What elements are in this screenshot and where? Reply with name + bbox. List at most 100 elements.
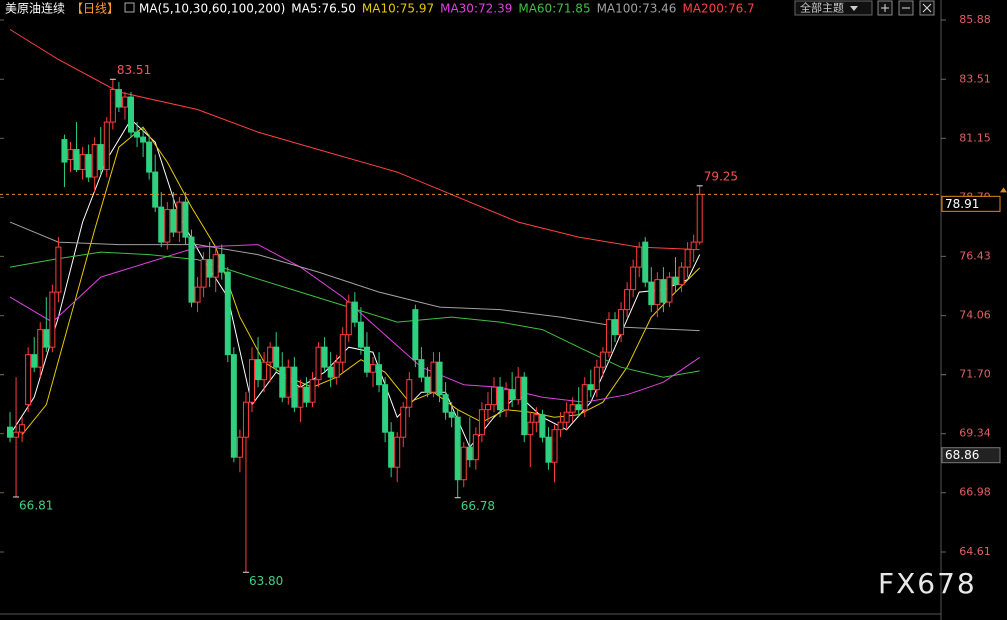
- indicator-label: MA(5,10,30,60,100,200): [139, 2, 285, 16]
- candle-body: [206, 259, 213, 278]
- candle-body: [660, 279, 667, 303]
- candle-body: [642, 241, 649, 283]
- candle-body: [599, 351, 606, 368]
- candle-body: [103, 121, 110, 171]
- candle-body: [236, 436, 243, 458]
- candle-body: [678, 266, 685, 286]
- candle-body: [581, 384, 588, 411]
- candle-body: [460, 446, 467, 481]
- candle-body: [55, 246, 62, 293]
- candle-body: [61, 139, 68, 163]
- candle-body: [182, 201, 189, 238]
- candle-body: [309, 379, 316, 403]
- candle-body: [593, 366, 600, 391]
- candle-body: [696, 193, 703, 243]
- candle-body: [666, 276, 673, 303]
- y-tick-label: 64.61: [959, 545, 991, 558]
- candle-body: [521, 376, 528, 436]
- theme-select-label: 全部主题: [800, 1, 844, 15]
- candle-body: [690, 241, 697, 251]
- candle-body: [618, 309, 625, 336]
- candle-body: [85, 154, 92, 178]
- y-tick-label: 76.43: [959, 249, 991, 262]
- extreme-label: 83.51: [117, 63, 151, 77]
- candle-body: [224, 271, 231, 356]
- price-tag-label: 68.86: [945, 448, 979, 462]
- ma-line: [9, 251, 700, 378]
- ma-line: [9, 244, 700, 403]
- candle-body: [630, 266, 637, 291]
- candle-body: [140, 136, 147, 143]
- candle-body: [31, 354, 38, 368]
- candle-body: [13, 431, 20, 438]
- candle-body: [79, 154, 86, 171]
- candle-body: [327, 366, 334, 378]
- close-icon: [922, 3, 932, 13]
- ma-line: [9, 29, 700, 251]
- candle-body: [19, 424, 26, 433]
- candle-body: [49, 291, 56, 348]
- candle-body: [587, 384, 594, 391]
- period-label: 【日线】: [71, 2, 119, 16]
- candle-body: [333, 361, 340, 378]
- candle-body: [484, 404, 491, 411]
- candle-body: [430, 361, 437, 393]
- candle-body: [176, 201, 183, 233]
- legend-entry: MA60:71.85: [518, 2, 590, 16]
- candle-body: [672, 276, 679, 286]
- candle-body: [406, 379, 413, 408]
- candle-body: [563, 411, 570, 423]
- dropdown-arrow: [850, 6, 858, 11]
- candle-body: [128, 96, 134, 133]
- candle-body: [466, 446, 473, 461]
- candle-body: [242, 401, 249, 438]
- candle-body: [545, 436, 552, 463]
- candle-body: [339, 334, 346, 363]
- candle-body: [134, 131, 141, 138]
- candle-body: [370, 364, 376, 373]
- candle-body: [388, 431, 395, 468]
- candle-body: [67, 149, 74, 161]
- candle-body: [557, 421, 564, 431]
- candle-body: [164, 209, 171, 243]
- extreme-label: 79.25: [704, 169, 738, 183]
- candle-body: [551, 429, 558, 463]
- candle-body: [497, 386, 504, 411]
- y-tick-label: 71.70: [959, 368, 991, 381]
- candle-body: [569, 404, 576, 413]
- extreme-label: 66.78: [461, 499, 495, 513]
- candle-body: [37, 329, 44, 368]
- y-tick-label: 66.98: [959, 486, 991, 499]
- candle-body: [43, 329, 50, 348]
- candle-body: [454, 416, 461, 481]
- legend-entry: MA30:72.39: [440, 2, 512, 16]
- candle-body: [146, 141, 153, 173]
- candle-body: [249, 359, 255, 403]
- candle-body: [363, 346, 370, 373]
- candle-body: [158, 206, 165, 243]
- candle-body: [351, 301, 358, 323]
- y-tick-label: 85.88: [959, 13, 991, 26]
- y-tick-label: 69.34: [959, 427, 991, 440]
- y-tick-label: 81.15: [959, 131, 991, 144]
- toolbar: 全部主题: [794, 0, 935, 16]
- candle-body: [612, 319, 618, 336]
- candle-body: [575, 404, 582, 411]
- legend-entry: MA10:75.97: [362, 2, 434, 16]
- extreme-label: 63.80: [249, 574, 283, 588]
- candle-body: [345, 301, 352, 336]
- candle-body: [515, 376, 522, 401]
- candle-body: [654, 279, 661, 306]
- candle-body: [503, 389, 510, 411]
- candle-body: [152, 171, 159, 208]
- theme-select[interactable]: [794, 0, 873, 16]
- candle-body: [436, 361, 443, 396]
- candle-body: [605, 319, 612, 353]
- chart-title: 美原油连续: [5, 1, 65, 16]
- legend-entry: MA100:73.46: [597, 2, 677, 16]
- candle-body: [91, 144, 98, 178]
- candle-body: [315, 346, 322, 381]
- candle-body: [200, 259, 207, 288]
- candle-body: [97, 144, 104, 171]
